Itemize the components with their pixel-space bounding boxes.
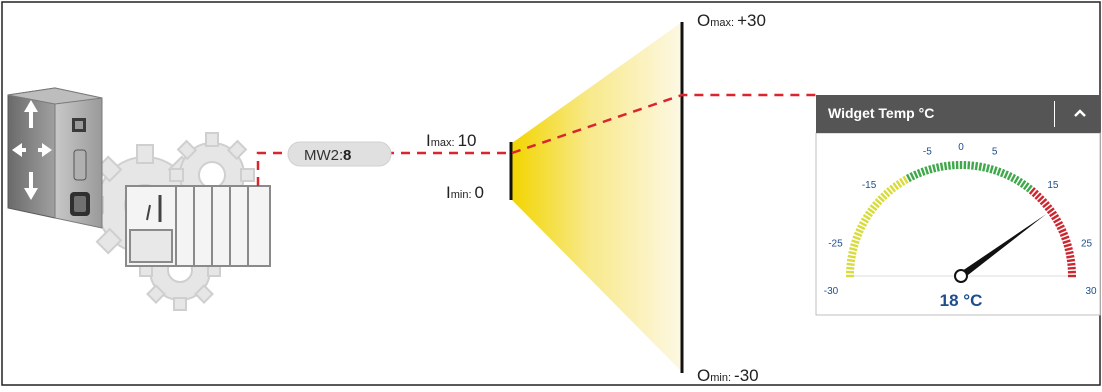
gauge-tick — [1068, 268, 1076, 269]
gauge-tick — [945, 162, 946, 170]
input-tag-value: 8 — [343, 147, 351, 164]
gauge-tick — [937, 164, 939, 172]
widget-title: Widget Temp °C — [828, 105, 934, 121]
gauge-tick — [849, 252, 857, 254]
gauge-tick — [983, 164, 985, 172]
network-switch-icon — [8, 88, 102, 228]
gauge-tick — [1066, 252, 1074, 254]
plc-rack-icon — [126, 186, 270, 266]
gauge-tick — [980, 163, 981, 171]
gauge-tick-label: -25 — [828, 238, 843, 249]
gauge-tick — [968, 161, 969, 169]
input-tag-name: MW2: — [304, 147, 343, 164]
gauge-tick — [847, 264, 855, 265]
gauge-tick — [953, 161, 954, 169]
input-max-label: Imax:10 — [426, 131, 477, 150]
scaling-cone — [512, 22, 682, 372]
output-min-label: Omin:-30 — [697, 366, 759, 385]
gauge-tick — [949, 162, 950, 170]
gauge-tick — [1066, 256, 1074, 257]
gauge-tick — [846, 268, 854, 269]
gauge-tick-label: 5 — [992, 146, 998, 157]
gauge-tick — [848, 256, 856, 257]
gauge-tick-label: 25 — [1081, 238, 1093, 249]
gauge-tick-label: -15 — [862, 180, 877, 191]
svg-text:Omax:+30: Omax:+30 — [697, 11, 766, 30]
output-max-label: Omax:+30 — [697, 11, 766, 30]
svg-text:Imin:0: Imin:0 — [446, 183, 484, 202]
gauge-tick — [1067, 260, 1075, 261]
widget-header-divider — [1054, 101, 1055, 127]
input-min-label: Imin:0 — [446, 183, 484, 202]
gauge-tick-label: -30 — [824, 286, 839, 297]
gauge-tick — [847, 260, 855, 261]
gauge-readout: 18 °C — [940, 291, 983, 310]
gauge-pivot — [955, 270, 967, 282]
widget-header: Widget Temp °C — [816, 95, 1100, 133]
gauge-tick-label: 30 — [1085, 286, 1097, 297]
svg-text:Imax:10: Imax:10 — [426, 131, 477, 150]
widget-collapse-button[interactable] — [1060, 95, 1100, 133]
svg-text:Omin:-30: Omin:-30 — [697, 366, 759, 385]
gauge-tick — [941, 163, 942, 171]
gauge-tick-label: -5 — [923, 146, 932, 157]
input-tag-pill: MW2: 8 — [288, 142, 391, 166]
chevron-up-icon — [1073, 108, 1087, 118]
gauge-tick — [972, 162, 973, 170]
gauge-tick-label: 15 — [1047, 180, 1059, 191]
gauge-tick — [1067, 264, 1075, 265]
gauge-tick — [976, 162, 977, 170]
gauge-tick-label: 0 — [958, 142, 964, 153]
